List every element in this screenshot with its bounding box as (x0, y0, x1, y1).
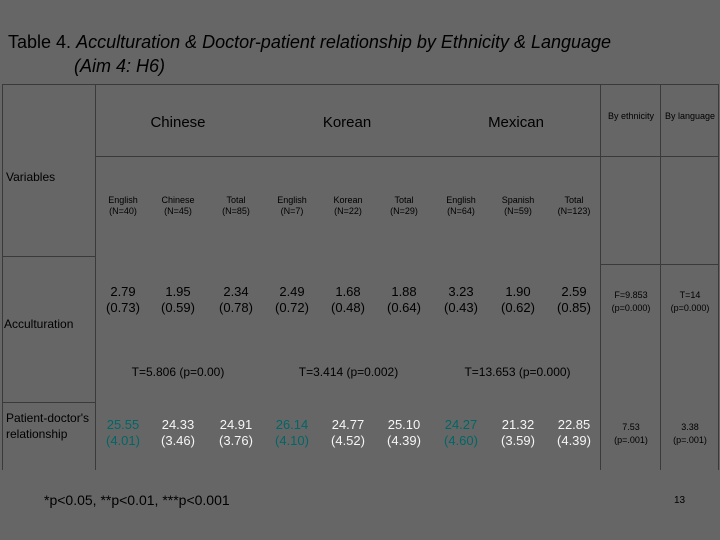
grid-line (600, 264, 718, 265)
subheader-cell: Spanish (N=59) (501, 195, 535, 216)
variables-label: Variables (6, 170, 56, 184)
value-cell: 3.23 (0.43) (444, 284, 478, 315)
ethnicity-stat: 7.53 (p=.001) (614, 422, 648, 445)
grid-line (2, 256, 95, 257)
value-cell: 2.49 (0.72) (275, 284, 309, 315)
grid-line (2, 84, 718, 85)
group-header-mexican: Mexican (488, 114, 544, 131)
test-korean: T=3.414 (p=0.002) (298, 365, 399, 379)
page-number: 13 (674, 495, 686, 506)
subheader-cell: Total (N=85) (222, 195, 250, 216)
subheader-cell: English (N=64) (446, 195, 476, 216)
value-cell: 21.32 (3.59) (501, 417, 535, 448)
value-cell: 24.33 (3.46) (161, 417, 195, 448)
value-cell: 2.59 (0.85) (557, 284, 591, 315)
subheader-cell: Total (N=29) (390, 195, 418, 216)
value-cell: 26.14 (4.10) (275, 417, 309, 448)
row-label-acculturation: Acculturation (4, 317, 74, 331)
value-cell: 24.77 (4.52) (331, 417, 365, 448)
ethnicity-stat: F=9.853 (p=0.000) (611, 290, 651, 313)
subheader-cell: Total (N=123) (557, 195, 591, 216)
value-cell: 22.85 (4.39) (557, 417, 591, 448)
value-cell: 24.27 (4.60) (444, 417, 478, 448)
value-cell: 24.91 (3.76) (219, 417, 253, 448)
language-stat: T=14 (p=0.000) (670, 290, 710, 313)
grid-line (718, 84, 719, 470)
grid-line (2, 84, 3, 470)
grid-line (600, 84, 601, 470)
grid-line (95, 156, 718, 157)
grid-line (660, 84, 661, 470)
group-header-chinese: Chinese (150, 114, 206, 131)
group-header-by-language: By language (664, 111, 716, 121)
subheader-cell: English (N=7) (277, 195, 307, 216)
value-cell: 25.10 (4.39) (387, 417, 421, 448)
subheader-cell: Chinese (N=45) (161, 195, 195, 216)
subheader-cell: English (N=40) (108, 195, 138, 216)
title-line1: Acculturation & Doctor-patient relations… (76, 32, 612, 52)
value-cell: 25.55 (4.01) (106, 417, 140, 448)
slide-title: Table 4. Acculturation & Doctor-patient … (8, 30, 611, 78)
group-header-by-ethnicity: By ethnicity (607, 111, 655, 121)
title-prefix: Table 4. (8, 32, 72, 52)
footnote: *p<0.05, **p<0.01, ***p<0.001 (44, 492, 230, 508)
grid-line (2, 402, 95, 403)
title-line2: (Aim 4: H6) (74, 56, 166, 76)
test-chinese: T=5.806 (p=0.00) (131, 365, 225, 379)
value-cell: 1.95 (0.59) (161, 284, 195, 315)
value-cell: 2.79 (0.73) (106, 284, 140, 315)
row-label-patient-doctor: Patient-doctor's relationship (6, 411, 89, 441)
subheader-cell: Korean (N=22) (333, 195, 363, 216)
language-stat: 3.38 (p=.001) (673, 422, 707, 445)
test-mexican: T=13.653 (p=0.000) (464, 365, 571, 379)
value-cell: 1.68 (0.48) (331, 284, 365, 315)
value-cell: 1.88 (0.64) (387, 284, 421, 315)
group-header-korean: Korean (322, 114, 372, 131)
grid-line (95, 84, 96, 470)
results-table: Chinese Korean Mexican By ethnicity By l… (0, 84, 720, 470)
value-cell: 1.90 (0.62) (501, 284, 535, 315)
value-cell: 2.34 (0.78) (219, 284, 253, 315)
